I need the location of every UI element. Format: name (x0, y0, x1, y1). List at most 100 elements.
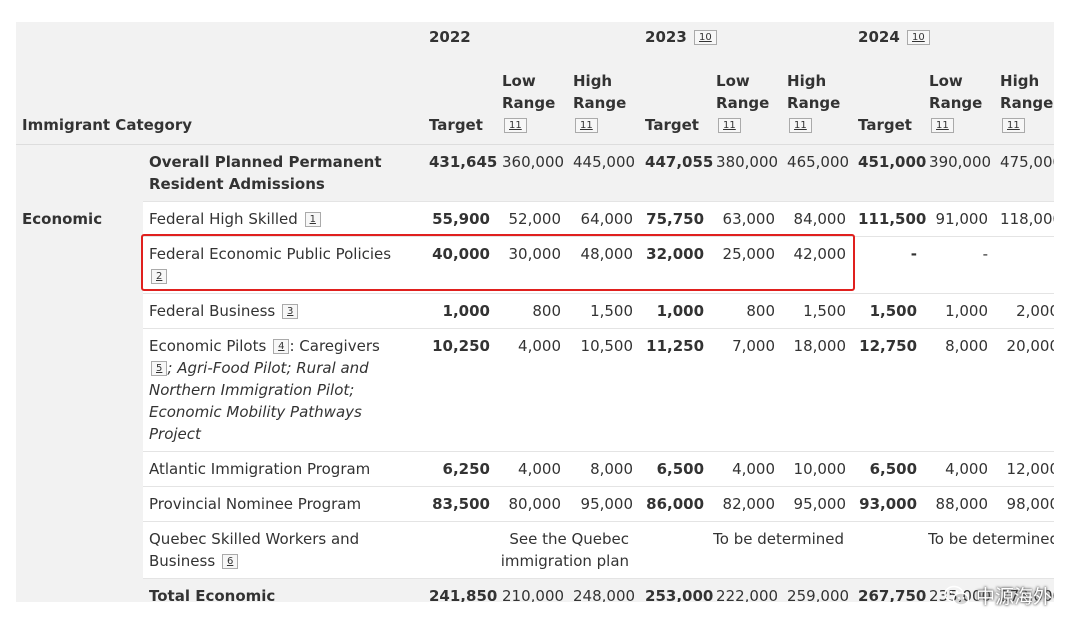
value-cell: 1,000 (639, 293, 711, 329)
table-row: Provincial Nominee Program 83,500 80,000… (16, 486, 1054, 522)
target-header: Target (852, 64, 924, 145)
value-cell: 18,000 (781, 328, 853, 452)
value-cell: 7,000 (710, 328, 782, 452)
value-cell: 248,000 (567, 578, 640, 602)
category-cell (16, 144, 143, 202)
value-cell: 267,750 (852, 578, 926, 602)
value-cell: 8,000 (567, 451, 640, 487)
value-cell: 98,000 (994, 486, 1054, 522)
footnote-link[interactable]: 11 (1002, 118, 1025, 133)
footnote-link[interactable]: 4 (273, 339, 290, 354)
table-row: Federal Business 3 1,000 800 1,500 1,000… (16, 293, 1054, 329)
row-label: Atlantic Immigration Program (143, 451, 423, 487)
value-cell: 83,500 (423, 486, 496, 522)
value-cell: 32,000 (639, 236, 711, 294)
value-cell: 80,000 (496, 486, 567, 522)
value-cell: - (852, 236, 924, 294)
watermark: 中源海外 (944, 582, 1052, 609)
footnote-link[interactable]: 5 (151, 361, 168, 376)
value-cell: 12,000 (994, 451, 1054, 487)
value-cell: - (994, 236, 1054, 294)
value-cell: 48,000 (567, 236, 640, 294)
year-2022-header: 2022 (423, 22, 640, 64)
total-economic-row: Total Economic 241,850 210,000 248,000 2… (16, 578, 1054, 602)
value-cell: - (923, 236, 995, 294)
value-cell: 4,000 (923, 451, 995, 487)
value-cell: 11,250 (639, 328, 711, 452)
quebec-2023-note: To be determined (639, 521, 853, 579)
row-label: Federal Economic Public Policies 2 (143, 236, 423, 294)
value-cell: 1,500 (567, 293, 640, 329)
value-cell: 55,900 (423, 201, 496, 237)
row-label: Federal Business 3 (143, 293, 423, 329)
value-cell: 10,000 (781, 451, 853, 487)
value-cell: 6,250 (423, 451, 496, 487)
value-cell: 10,500 (567, 328, 640, 452)
value-cell: 447,055 (639, 144, 713, 202)
table-row: Federal Economic Public Policies 2 40,000… (16, 236, 1054, 294)
value-cell: 10,250 (423, 328, 496, 452)
value-cell: 40,000 (423, 236, 496, 294)
overall-row: Overall Planned Permanent Resident Admis… (16, 144, 1054, 202)
footnote-link[interactable]: 1 (304, 212, 321, 227)
row-label: Federal High Skilled 1 (143, 201, 423, 237)
value-cell: 84,000 (781, 201, 853, 237)
footnote-link[interactable]: 11 (718, 118, 741, 133)
value-cell: 431,645 (423, 144, 497, 202)
table-row: Atlantic Immigration Program 6,250 4,000… (16, 451, 1054, 487)
value-cell: 390,000 (923, 144, 995, 202)
value-cell: 445,000 (567, 144, 640, 202)
row-label: Provincial Nominee Program (143, 486, 423, 522)
value-cell: 1,000 (923, 293, 995, 329)
quebec-2022-note: See the Quebec immigration plan (423, 521, 640, 579)
value-cell: 42,000 (781, 236, 853, 294)
table-row: Quebec Skilled Workers and Business 6 Se… (16, 521, 1054, 579)
low-range-header: Low Range 11 (923, 64, 995, 145)
value-cell: 1,500 (781, 293, 853, 329)
value-cell: 273,000 (994, 578, 1054, 602)
economic-category-label: Economic (16, 201, 143, 602)
value-cell: 95,000 (781, 486, 853, 522)
high-range-header: High Range 11 (994, 64, 1054, 145)
value-cell: 2,000 (994, 293, 1054, 329)
footnote-link[interactable]: 11 (789, 118, 812, 133)
quebec-2024-note: To be determined (852, 521, 1054, 579)
row-label: Economic Pilots 4: Caregivers 5; Agri-Foo… (143, 328, 423, 452)
value-cell: 259,000 (781, 578, 853, 602)
value-cell: 210,000 (496, 578, 567, 602)
value-cell: 25,000 (710, 236, 782, 294)
value-cell: 93,000 (852, 486, 924, 522)
value-cell: 380,000 (710, 144, 782, 202)
category-column-header: Immigrant Category (16, 64, 423, 145)
header-blank (16, 22, 423, 64)
wechat-icon (944, 585, 970, 606)
low-range-header: Low Range 11 (496, 64, 567, 145)
high-range-header: High Range 11 (567, 64, 640, 145)
footnote-link[interactable]: 11 (575, 118, 598, 133)
footnote-link[interactable]: 10 (907, 30, 930, 45)
footnote-link[interactable]: 3 (282, 304, 299, 319)
row-label: Total Economic (143, 578, 423, 602)
value-cell: 800 (496, 293, 567, 329)
value-cell: 475,000 (994, 144, 1054, 202)
value-cell: 6,500 (639, 451, 711, 487)
value-cell: 52,000 (496, 201, 567, 237)
footnote-link[interactable]: 10 (694, 30, 717, 45)
value-cell: 465,000 (781, 144, 853, 202)
value-cell: 4,000 (496, 451, 567, 487)
value-cell: 253,000 (639, 578, 713, 602)
low-range-header: Low Range 11 (710, 64, 782, 145)
table-row: Economic Federal High Skilled 1 55,900 5… (16, 201, 1054, 602)
value-cell: 20,000 (994, 328, 1054, 452)
footnote-link[interactable]: 2 (151, 269, 168, 284)
value-cell: 235,000 (923, 578, 995, 602)
value-cell: 241,850 (423, 578, 497, 602)
footnote-link[interactable]: 11 (931, 118, 954, 133)
value-cell: 1,000 (423, 293, 496, 329)
target-header: Target (423, 64, 496, 145)
footnote-link[interactable]: 6 (221, 554, 239, 569)
footnote-link[interactable]: 11 (504, 118, 527, 133)
value-cell: 63,000 (710, 201, 782, 237)
value-cell: 800 (710, 293, 782, 329)
high-range-header: High Range 11 (781, 64, 853, 145)
